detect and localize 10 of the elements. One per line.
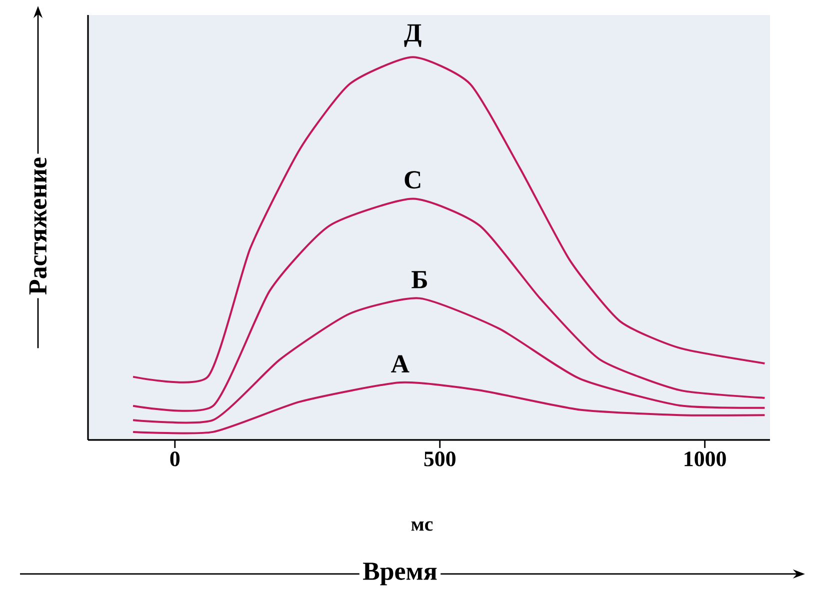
text: Время: [363, 562, 437, 586]
series-label: С: [404, 171, 420, 189]
x-tick-label: 0: [170, 452, 180, 466]
series-label: А: [391, 355, 410, 372]
y-axis-title: Растяжение: [29, 158, 47, 295]
series-label: Б: [412, 271, 427, 288]
series-label: Д: [404, 24, 422, 47]
x-tick-label: 500: [424, 452, 456, 466]
x-tick-label: 1000: [684, 452, 726, 466]
x-axis-title: мс: [411, 521, 433, 531]
